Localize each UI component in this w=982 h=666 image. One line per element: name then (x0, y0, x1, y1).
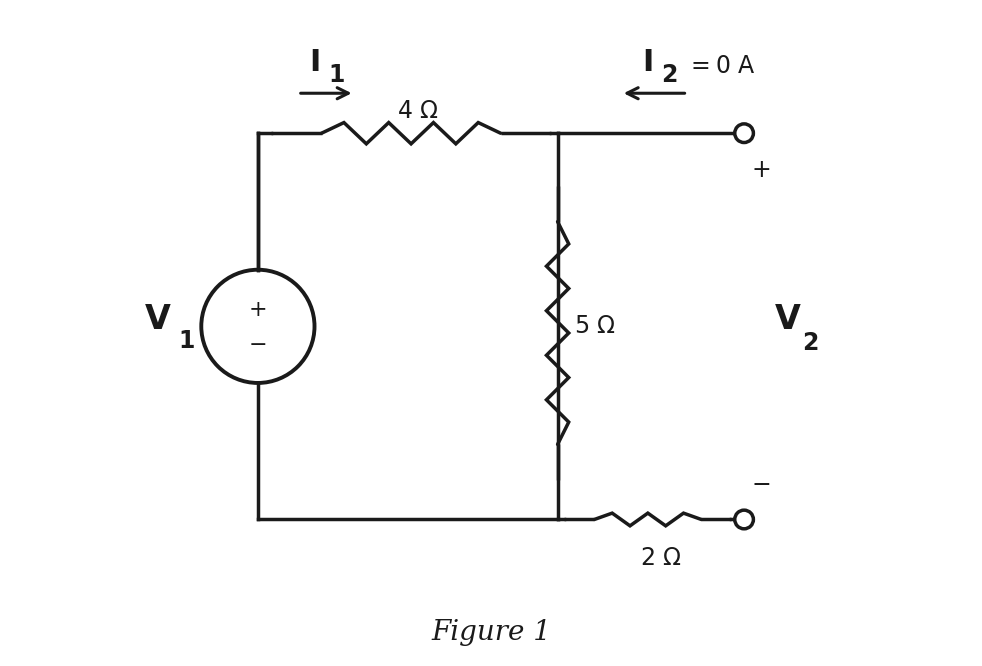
Text: $-$: $-$ (751, 471, 770, 495)
Text: −: − (248, 334, 267, 356)
Text: +: + (248, 298, 267, 321)
Text: $\mathbf{1}$: $\mathbf{1}$ (178, 329, 194, 353)
Text: $= 0\ \mathrm{A}$: $= 0\ \mathrm{A}$ (686, 54, 756, 78)
Text: $+$: $+$ (751, 158, 770, 182)
Text: $\mathbf{2}$: $\mathbf{2}$ (661, 63, 678, 87)
Text: Figure 1: Figure 1 (431, 619, 551, 646)
Circle shape (735, 124, 753, 143)
Text: $\mathbf{I}$: $\mathbf{I}$ (642, 47, 653, 77)
Text: $\mathbf{2}$: $\mathbf{2}$ (802, 331, 818, 355)
Circle shape (735, 510, 753, 529)
Text: $2\ \Omega$: $2\ \Omega$ (640, 546, 682, 570)
Text: $\mathbf{V}$: $\mathbf{V}$ (774, 303, 801, 336)
Text: $\mathbf{V}$: $\mathbf{V}$ (143, 303, 171, 336)
Text: $5\ \Omega$: $5\ \Omega$ (574, 314, 616, 338)
Text: $\mathbf{1}$: $\mathbf{1}$ (328, 63, 345, 87)
Text: $4\ \Omega$: $4\ \Omega$ (397, 99, 439, 123)
Text: $\mathbf{I}$: $\mathbf{I}$ (309, 47, 320, 77)
